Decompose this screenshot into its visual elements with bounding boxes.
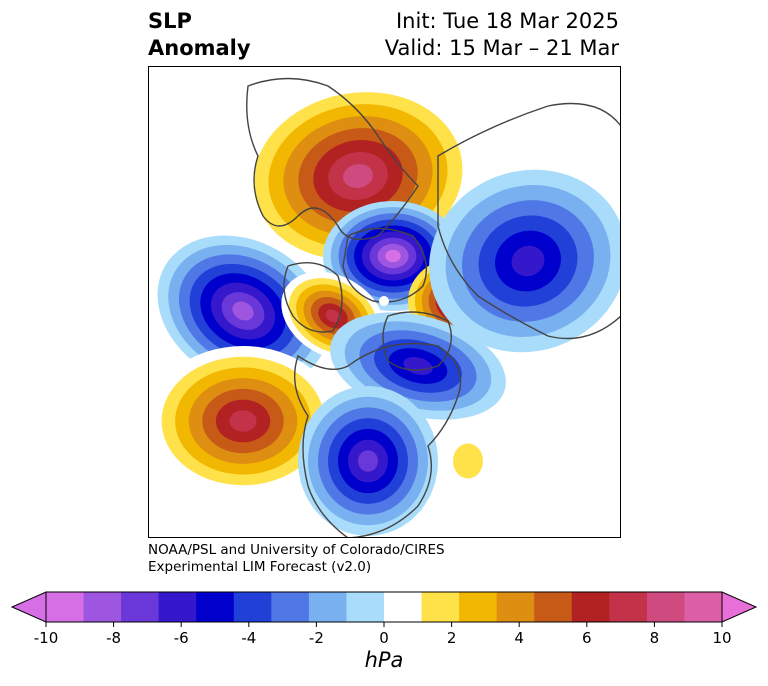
colorbar-tick-label: 6 (582, 629, 592, 645)
colorbar-bin (121, 592, 160, 622)
coastline-greenland (382, 311, 452, 371)
colorbar-bin (196, 592, 235, 622)
colorbar-bin (384, 592, 423, 622)
forecast-dates: Init: Tue 18 Mar 2025 Valid: 15 Mar – 21… (385, 8, 619, 62)
pole-marker (379, 296, 389, 306)
coastline-layer (246, 77, 621, 538)
colorbar-under-arrow (10, 591, 47, 623)
colorbar-bin (271, 592, 310, 622)
anomaly-contour-band (385, 249, 401, 263)
colorbar-tick-label: -10 (34, 629, 59, 645)
coastline-north-america (293, 342, 462, 538)
colorbar-tick-label: 2 (447, 629, 457, 645)
credit-text: NOAA/PSL and University of Colorado/CIRE… (148, 542, 445, 576)
colorbar-bin (459, 592, 498, 622)
anomaly-contour-band (229, 410, 257, 432)
colorbar-bin (496, 592, 535, 622)
colorbar-bin (158, 592, 197, 622)
colorbar-units: hPa (364, 648, 404, 672)
valid-range: Valid: 15 Mar – 21 Mar (384, 36, 619, 60)
init-date: Init: Tue 18 Mar 2025 (395, 9, 619, 33)
slp-anomaly-map (148, 66, 621, 538)
coastline-europe (246, 77, 419, 240)
anomaly-contour-band (343, 164, 373, 188)
coastline-asia (437, 102, 621, 340)
anomaly-siberia-low (429, 169, 621, 353)
anomaly-atlantic-high (438, 426, 498, 496)
colorbar-bin (609, 592, 648, 622)
colorbar: -10 -8 -6 -4 -2 0 2 4 6 8 10 (10, 591, 758, 645)
colorbar-bin (83, 592, 122, 622)
title-line-2: Anomaly (148, 36, 251, 60)
anomaly-contour-band (511, 245, 545, 277)
colorbar-bin (571, 592, 610, 622)
colorbar-bin (233, 592, 272, 622)
anomaly-contour-band (325, 309, 341, 323)
coastline-alaska (283, 262, 343, 333)
colorbar-bin (684, 592, 723, 622)
title-line-1: SLP (148, 9, 192, 33)
colorbar-tick-label: 4 (514, 629, 524, 645)
map-frame (148, 66, 621, 538)
map-title: SLP Anomaly (148, 8, 251, 62)
colorbar-tick-label: -4 (241, 629, 256, 645)
colorbar-bin (346, 592, 385, 622)
colorbar-tick-label: -6 (174, 629, 189, 645)
colorbar-tick-label: 8 (650, 629, 660, 645)
colorbar-tick-label: 0 (379, 629, 389, 645)
anomaly-contour-band (453, 443, 483, 479)
colorbar-bin (308, 592, 347, 622)
colorbar-tick-label: 10 (712, 629, 731, 645)
colorbar-bin (646, 592, 685, 622)
colorbar-bin (534, 592, 573, 622)
anomaly-central-us-low (298, 386, 438, 536)
colorbar-bin (421, 592, 460, 622)
colorbar-tick-label: -8 (106, 629, 121, 645)
colorbar-ticks: -10 -8 -6 -4 -2 0 2 4 6 8 10 (34, 622, 732, 645)
colorbar-tick-label: -2 (309, 629, 324, 645)
credit-line-2: Experimental LIM Forecast (v2.0) (148, 559, 372, 575)
colorbar-bin (46, 592, 85, 622)
credit-line-1: NOAA/PSL and University of Colorado/CIRE… (148, 542, 445, 558)
anomaly-gulf-of-alaska-high (148, 346, 338, 496)
anomaly-contour-band (232, 301, 254, 321)
anomaly-fill-layer (148, 80, 621, 536)
anomaly-contour-band (358, 450, 378, 472)
colorbar-over-arrow (721, 591, 758, 623)
colorbar-segments (10, 591, 758, 623)
coastline-arctic (342, 227, 427, 303)
